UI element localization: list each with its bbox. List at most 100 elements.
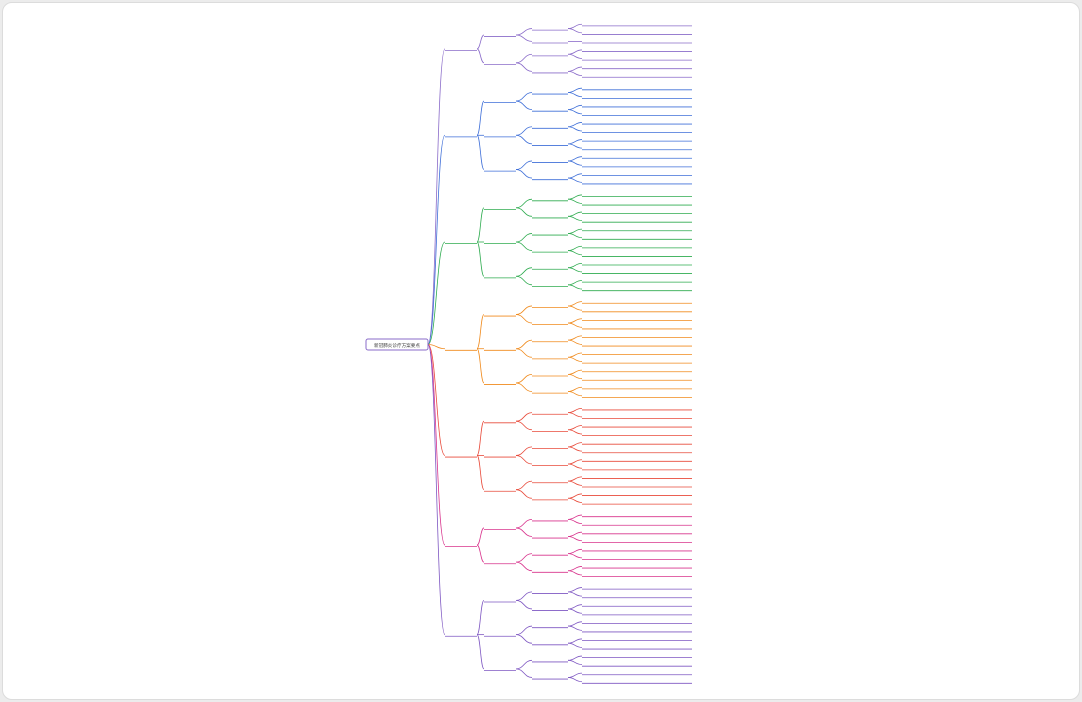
connector-level3 — [515, 53, 533, 64]
connector-level3 — [515, 591, 533, 601]
connector-leaf — [567, 70, 583, 77]
connector-leaf — [567, 122, 583, 128]
connector-leaf — [567, 284, 583, 290]
connector-leaf — [567, 536, 583, 542]
connector-level3 — [515, 305, 533, 315]
connector-level3 — [515, 412, 533, 422]
connector-level3 — [515, 62, 533, 72]
connector-leaf — [567, 250, 583, 256]
connector-leaf — [567, 263, 583, 269]
connector-leaf — [567, 143, 583, 149]
connector-level3 — [515, 169, 533, 179]
connector-leaf — [567, 659, 583, 665]
connector-leaf — [567, 391, 583, 397]
connector-leaf — [567, 104, 583, 110]
connector-level3 — [515, 160, 533, 170]
connector-level2 — [476, 207, 485, 243]
connector-level1 — [427, 48, 446, 345]
connector-leaf — [567, 211, 583, 217]
connector-leaf — [567, 514, 583, 520]
connector-leaf — [567, 66, 583, 72]
connector-leaf — [567, 173, 583, 179]
connector-level3 — [515, 553, 533, 563]
connector-leaf — [567, 553, 583, 559]
connector-leaf — [567, 625, 583, 631]
connector-leaf — [567, 198, 583, 204]
connector-level2 — [476, 100, 485, 136]
connector-level3 — [515, 348, 533, 358]
connector-leaf — [567, 608, 583, 614]
connector-leaf — [567, 446, 583, 452]
connector-leaf — [567, 374, 583, 380]
connector-leaf — [567, 425, 583, 431]
connector-level3 — [515, 625, 533, 636]
connector-level2 — [476, 241, 485, 277]
connector-leaf — [567, 531, 583, 537]
connector-level2 — [476, 527, 485, 546]
connector-leaf — [567, 677, 583, 683]
connector-leaf — [567, 318, 583, 324]
connector-level3 — [515, 489, 533, 499]
connector-level3 — [515, 314, 533, 324]
connector-level3 — [515, 198, 533, 209]
connector-level3 — [515, 339, 533, 350]
connector-level3 — [515, 92, 533, 102]
connector-leaf — [567, 28, 583, 34]
connector-level3 — [515, 659, 533, 670]
connector-leaf — [567, 301, 583, 307]
connector-level2 — [476, 455, 485, 491]
connector-leaf — [567, 109, 583, 115]
connector-leaf — [567, 92, 583, 98]
connector-level1 — [427, 134, 446, 345]
connector-level3 — [515, 34, 533, 42]
connector-level3 — [515, 634, 533, 644]
connector-level3 — [515, 126, 533, 136]
connector-leaf — [567, 570, 583, 576]
connector-level3 — [515, 455, 533, 465]
connector-level3 — [515, 668, 533, 678]
connector-leaf — [567, 305, 583, 311]
connector-leaf — [567, 177, 583, 183]
connector-leaf — [567, 352, 583, 358]
node-layer — [445, 25, 692, 684]
connector-leaf — [567, 87, 583, 93]
connector-level2 — [476, 48, 485, 64]
connector-level3 — [515, 480, 533, 491]
connector-leaf — [567, 412, 583, 418]
connector-level3 — [515, 446, 533, 456]
connector-leaf — [567, 548, 583, 554]
connector-leaf — [567, 49, 583, 55]
connector-leaf — [567, 369, 583, 375]
connector-leaf — [567, 591, 583, 597]
connector-leaf — [567, 672, 583, 678]
connector-level2 — [476, 314, 485, 350]
connector-leaf — [567, 638, 583, 644]
connector-level3 — [515, 600, 533, 610]
connector-leaf — [567, 621, 583, 627]
connector-leaf — [567, 463, 583, 469]
connector-level3 — [515, 207, 533, 217]
root-node-box — [365, 338, 429, 351]
connector-leaf — [567, 335, 583, 341]
connector-level2 — [476, 544, 485, 563]
connector-leaf — [567, 356, 583, 362]
connector-level3 — [515, 382, 533, 392]
connector-leaf — [567, 655, 583, 661]
connector-level2 — [476, 348, 485, 384]
connector-leaf — [567, 194, 583, 200]
connector-level3 — [515, 420, 533, 431]
connector-level3 — [515, 275, 533, 286]
connector-leaf — [567, 156, 583, 162]
connector-level3 — [515, 518, 533, 529]
connector-leaf — [567, 642, 583, 648]
connector-leaf — [567, 233, 583, 239]
root-node[interactable]: 新冠肺炎诊疗方案要点 — [365, 338, 429, 351]
connector-level1 — [427, 344, 446, 350]
connector-level3 — [515, 241, 533, 251]
connector-leaf — [567, 139, 583, 145]
connector-level3 — [515, 100, 533, 110]
root-node-label: 新冠肺炎诊疗方案要点 — [374, 342, 420, 349]
connector-leaf — [567, 322, 583, 328]
